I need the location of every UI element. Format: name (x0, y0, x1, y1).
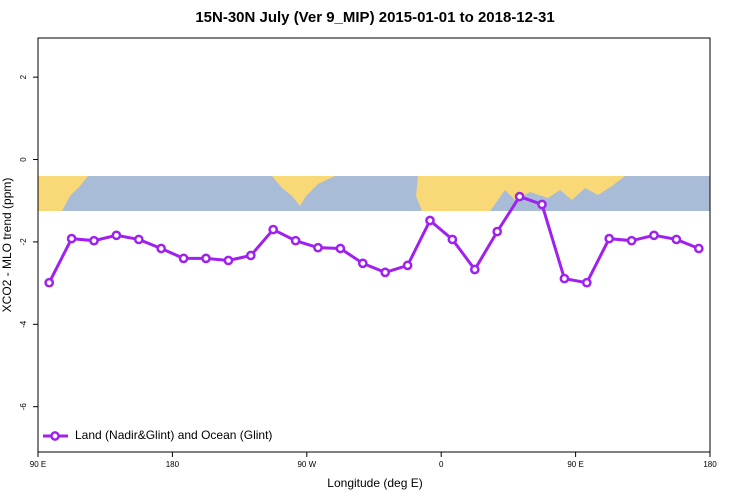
point (425, 215, 435, 226)
point (178, 253, 189, 264)
legend-marker (50, 431, 60, 441)
point (492, 226, 503, 237)
point (335, 243, 346, 254)
point (223, 255, 234, 266)
point (201, 253, 211, 264)
point (559, 273, 570, 284)
point (357, 258, 368, 269)
y-tick-label: -4 (19, 320, 28, 328)
x-tick-label: 90 E (567, 460, 583, 469)
land (272, 176, 335, 206)
point (469, 264, 480, 275)
x-axis-label: Longitude (deg E) (327, 476, 422, 490)
x-tick-label: 90 E (30, 460, 46, 469)
point (66, 233, 77, 244)
point (268, 224, 279, 235)
point (313, 242, 323, 253)
map-band (38, 176, 710, 211)
y-axis-label: XCO2 - MLO trend (ppm) (0, 178, 14, 313)
land (38, 176, 88, 211)
point (626, 235, 637, 246)
point (581, 277, 592, 288)
point (290, 235, 301, 246)
point (649, 230, 659, 241)
point (447, 234, 458, 245)
point (604, 233, 615, 244)
y-tick-label: 0 (19, 157, 28, 162)
chart-title: 15N-30N July (Ver 9_MIP) 2015-01-01 to 2… (195, 9, 554, 26)
y-tick-label: -6 (19, 403, 28, 411)
y-tick-label: -2 (19, 238, 28, 246)
point (111, 230, 122, 241)
x-tick-label: 90 W (297, 460, 316, 469)
plot-frame (37, 37, 711, 453)
point (89, 235, 99, 246)
point (537, 199, 547, 210)
x-tick-label: 0 (439, 460, 444, 469)
point (44, 277, 55, 288)
point (133, 234, 144, 245)
point (402, 260, 413, 271)
point (514, 191, 525, 202)
point (671, 234, 682, 245)
x-tick-label: 180 (703, 460, 717, 469)
point (156, 243, 167, 254)
legend-label: Land (Nadir&Glint) and Ocean (Glint) (75, 428, 272, 442)
y-tick-label: 2 (19, 74, 28, 79)
x-tick-label: 180 (166, 460, 180, 469)
point (693, 243, 704, 254)
point (245, 250, 256, 261)
point (380, 267, 391, 278)
